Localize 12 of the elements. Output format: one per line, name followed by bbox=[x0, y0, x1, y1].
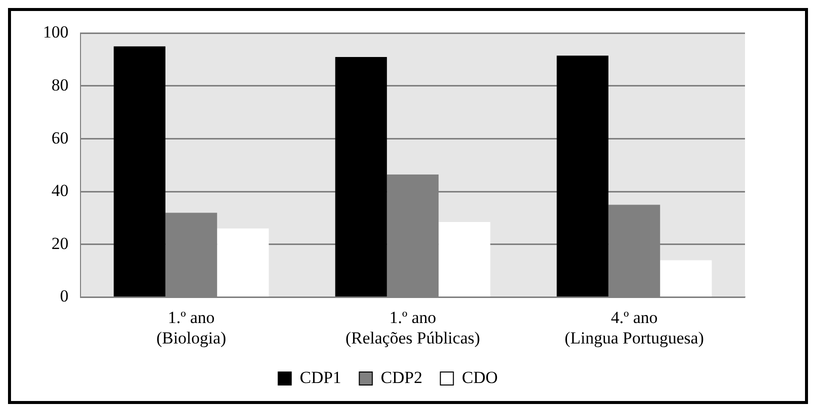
y-tick-label: 0 bbox=[60, 286, 68, 306]
legend-label: CDO bbox=[462, 368, 498, 387]
y-tick-label: 40 bbox=[52, 181, 68, 200]
legend-label: CDP1 bbox=[300, 368, 342, 387]
y-tick-label: 100 bbox=[43, 22, 68, 42]
y-tick-label: 80 bbox=[52, 75, 68, 94]
y-tick-label: 20 bbox=[52, 234, 68, 253]
legend-label: CDP2 bbox=[380, 368, 422, 387]
x-tick-label: 4.º ano (Lingua Portuguesa) bbox=[564, 308, 704, 348]
x-tick-label: 1.º ano (Biologia) bbox=[156, 308, 226, 348]
x-tick-label: 1.º ano (Relações Públicas) bbox=[345, 308, 480, 348]
y-tick-label: 60 bbox=[52, 128, 68, 148]
